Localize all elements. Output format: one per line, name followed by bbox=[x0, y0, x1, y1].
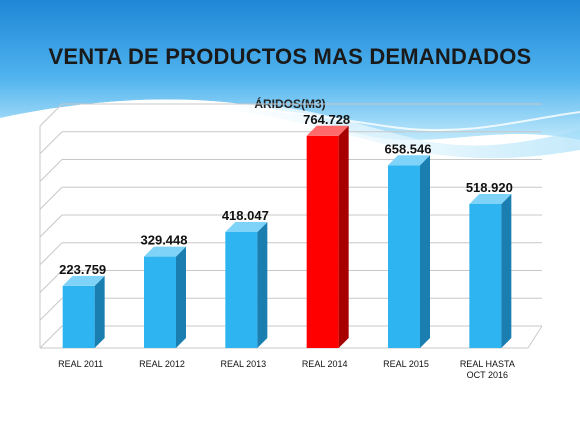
category-labels: REAL 2011 REAL 2012 REAL 2013 REAL 2014 REAL… bbox=[58, 359, 515, 380]
category-label: REAL 2013 bbox=[220, 359, 266, 369]
bar-top bbox=[62, 275, 105, 286]
bar-side bbox=[338, 125, 349, 348]
bar-top bbox=[469, 193, 512, 204]
bar-front bbox=[144, 256, 176, 348]
bar-side bbox=[257, 221, 268, 348]
bar-top bbox=[306, 125, 349, 136]
gridline-depth bbox=[39, 270, 63, 293]
gridlines bbox=[39, 103, 543, 349]
bar-front bbox=[62, 285, 95, 348]
bar-5 bbox=[388, 155, 430, 348]
category-label: REAL 2011 bbox=[58, 359, 103, 369]
value-labels: 223.759 329.448 418.047 764.728 658.546 518.9… bbox=[59, 112, 513, 277]
value-label: 418.047 bbox=[222, 208, 269, 223]
bars bbox=[62, 125, 512, 348]
bar-front bbox=[306, 135, 339, 348]
page-title: VENTA DE PRODUCTOS MAS DEMANDADOS bbox=[48, 44, 532, 69]
bar-side bbox=[420, 155, 430, 348]
bar-3 bbox=[225, 221, 268, 348]
value-label: 223.759 bbox=[59, 262, 106, 277]
gridline-depth bbox=[39, 131, 63, 155]
category-label: REAL 2012 bbox=[139, 359, 185, 369]
bar-6 bbox=[469, 193, 512, 348]
bar-side bbox=[176, 246, 186, 348]
gridline-depth bbox=[39, 242, 63, 266]
value-label: 658.546 bbox=[385, 141, 432, 156]
gridline-depth bbox=[39, 103, 63, 127]
bar-4 bbox=[306, 125, 349, 348]
gridline-depth bbox=[39, 159, 63, 182]
category-label: REAL 2015 bbox=[383, 359, 429, 369]
floor-right-edge bbox=[527, 325, 543, 349]
bar-2 bbox=[144, 246, 186, 348]
bar-side bbox=[94, 275, 105, 348]
gridline-depth bbox=[39, 214, 63, 238]
bar-top bbox=[388, 155, 430, 166]
category-label: REAL 2014 bbox=[302, 359, 348, 369]
bar-side bbox=[501, 193, 512, 348]
header-banner bbox=[0, 0, 580, 160]
gridline-depth bbox=[39, 325, 63, 349]
bar-1 bbox=[62, 275, 105, 348]
bar-front bbox=[469, 203, 502, 348]
gridline-depth bbox=[39, 297, 63, 321]
bar-top bbox=[144, 246, 186, 257]
bar-front bbox=[225, 231, 258, 348]
gridline-depth bbox=[39, 186, 63, 210]
value-label: 764.728 bbox=[303, 112, 350, 127]
bar-top bbox=[225, 221, 268, 232]
value-label: 518.920 bbox=[466, 180, 513, 195]
value-label: 329.448 bbox=[141, 233, 188, 248]
bar-front bbox=[388, 165, 420, 348]
category-label: REAL HASTA OCT 2016 bbox=[460, 359, 515, 380]
